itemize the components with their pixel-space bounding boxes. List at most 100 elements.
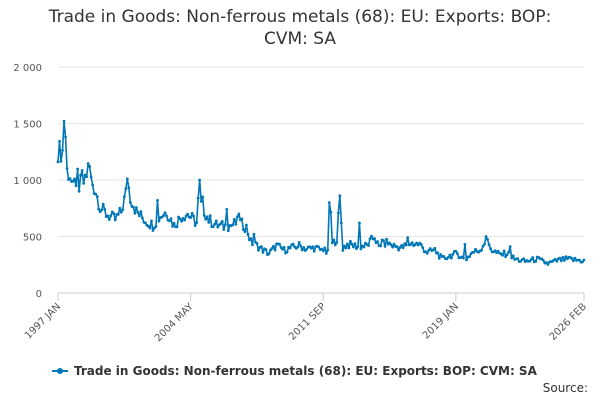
data-point[interactable] — [305, 247, 309, 251]
data-point[interactable] — [139, 210, 143, 213]
data-point[interactable] — [544, 261, 548, 264]
data-point[interactable] — [255, 242, 259, 245]
data-point[interactable] — [88, 165, 92, 168]
data-point[interactable] — [237, 212, 241, 216]
data-point[interactable] — [563, 259, 566, 262]
data-point[interactable] — [446, 255, 450, 259]
data-point[interactable] — [312, 249, 316, 253]
data-point[interactable] — [207, 220, 211, 224]
data-point[interactable] — [213, 222, 217, 226]
data-point[interactable] — [501, 253, 505, 257]
data-point[interactable] — [190, 211, 194, 215]
data-point[interactable] — [199, 199, 203, 203]
data-point[interactable] — [442, 255, 446, 258]
data-point[interactable] — [260, 245, 263, 249]
data-point[interactable] — [480, 248, 483, 252]
data-point[interactable] — [150, 219, 153, 223]
data-point[interactable] — [456, 252, 459, 255]
data-point[interactable] — [86, 162, 90, 165]
data-point[interactable] — [419, 243, 423, 246]
data-point[interactable] — [333, 243, 337, 247]
data-point[interactable] — [311, 245, 315, 249]
data-point[interactable] — [211, 225, 215, 229]
data-point[interactable] — [85, 175, 89, 179]
data-point[interactable] — [385, 237, 388, 241]
data-point[interactable] — [64, 135, 67, 139]
data-point[interactable] — [281, 247, 284, 251]
data-point[interactable] — [392, 242, 396, 246]
data-point[interactable] — [163, 211, 167, 215]
data-point[interactable] — [398, 246, 402, 249]
data-point[interactable] — [219, 222, 223, 225]
data-point[interactable] — [95, 195, 99, 199]
data-point[interactable] — [573, 256, 577, 260]
data-point[interactable] — [382, 239, 385, 242]
data-point[interactable] — [534, 259, 538, 263]
data-point[interactable] — [553, 257, 557, 261]
data-point[interactable] — [373, 237, 376, 240]
data-point[interactable] — [339, 221, 343, 225]
data-point[interactable] — [437, 256, 441, 260]
data-point[interactable] — [68, 177, 72, 181]
data-point[interactable] — [472, 250, 476, 254]
data-point[interactable] — [76, 167, 79, 171]
data-point[interactable] — [507, 250, 511, 254]
data-point[interactable] — [332, 238, 336, 242]
data-point[interactable] — [62, 119, 66, 123]
data-point[interactable] — [335, 240, 339, 244]
data-point[interactable] — [202, 213, 206, 217]
legend[interactable]: Trade in Goods: Non-ferrous metals (68):… — [52, 364, 537, 378]
data-point[interactable] — [350, 242, 354, 246]
data-point[interactable] — [169, 217, 173, 221]
data-point[interactable] — [198, 178, 202, 182]
data-point[interactable] — [223, 223, 227, 226]
data-point[interactable] — [157, 219, 161, 223]
data-point[interactable] — [80, 169, 84, 172]
data-point[interactable] — [558, 256, 562, 260]
data-point[interactable] — [125, 177, 129, 181]
data-point[interactable] — [564, 255, 568, 259]
data-point[interactable] — [546, 263, 550, 266]
data-point[interactable] — [94, 192, 98, 196]
data-point[interactable] — [79, 174, 83, 177]
data-point[interactable] — [449, 256, 453, 260]
data-point[interactable] — [162, 214, 165, 217]
data-point[interactable] — [439, 253, 443, 256]
data-point[interactable] — [251, 243, 254, 247]
data-point[interactable] — [481, 244, 485, 248]
data-point[interactable] — [178, 217, 182, 221]
data-point[interactable] — [216, 225, 220, 229]
data-point[interactable] — [118, 206, 122, 210]
data-point[interactable] — [505, 253, 509, 257]
data-point[interactable] — [395, 245, 399, 249]
data-point[interactable] — [249, 237, 253, 241]
data-point[interactable] — [192, 214, 196, 218]
data-point[interactable] — [141, 216, 144, 220]
data-point[interactable] — [246, 232, 250, 236]
data-point[interactable] — [406, 236, 410, 240]
data-point[interactable] — [324, 252, 328, 255]
data-point[interactable] — [493, 249, 497, 253]
data-point[interactable] — [502, 249, 506, 253]
data-point[interactable] — [336, 211, 340, 215]
data-point[interactable] — [391, 245, 394, 249]
data-point[interactable] — [243, 230, 247, 234]
data-point[interactable] — [376, 240, 379, 243]
data-point[interactable] — [156, 198, 159, 202]
data-point[interactable] — [133, 211, 137, 215]
data-point[interactable] — [516, 257, 520, 261]
data-point[interactable] — [252, 232, 256, 236]
data-point[interactable] — [127, 186, 131, 190]
data-point[interactable] — [151, 229, 155, 232]
data-point[interactable] — [321, 249, 325, 253]
data-point[interactable] — [231, 223, 235, 227]
data-point[interactable] — [101, 202, 105, 206]
data-point[interactable] — [359, 247, 363, 251]
data-point[interactable] — [344, 246, 348, 250]
data-point[interactable] — [463, 243, 467, 246]
data-point[interactable] — [474, 247, 477, 251]
data-point[interactable] — [522, 257, 526, 261]
data-point[interactable] — [330, 241, 334, 245]
data-point[interactable] — [555, 259, 559, 263]
data-point[interactable] — [578, 258, 581, 262]
